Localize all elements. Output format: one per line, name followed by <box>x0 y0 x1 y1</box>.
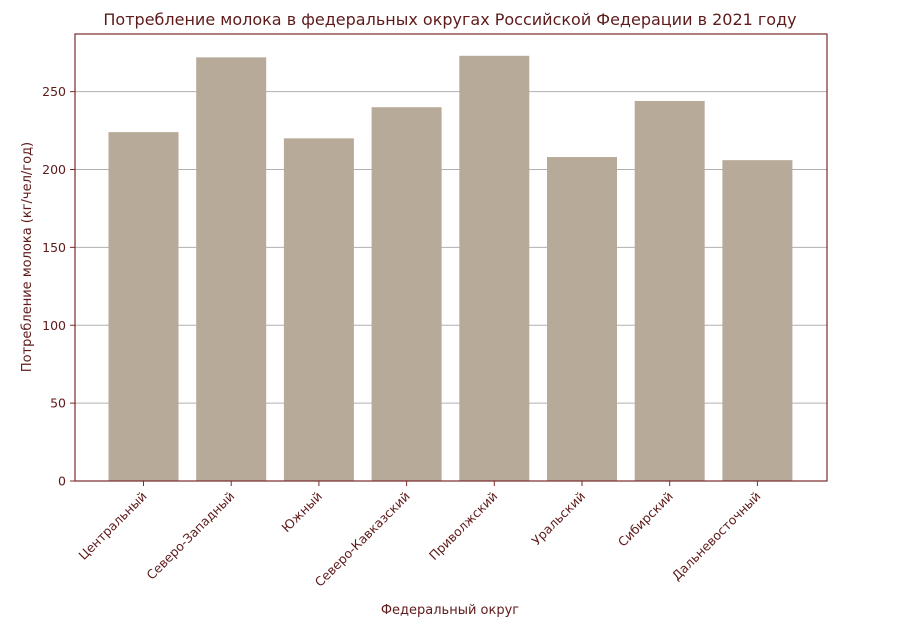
y-tick-label: 100 <box>42 318 66 333</box>
y-axis-label: Потребление молока (кг/чел/год) <box>20 142 35 372</box>
y-tick-label: 200 <box>42 162 66 177</box>
y-axis-ticks: 0 50 100 150 200 250 <box>42 84 75 489</box>
bar <box>634 100 705 482</box>
y-tick-label: 50 <box>50 396 66 411</box>
bar <box>108 132 179 481</box>
x-tick-label: Приволжский <box>426 489 501 564</box>
gridlines <box>75 91 827 404</box>
bar <box>371 107 442 481</box>
y-tick-label: 150 <box>42 240 66 255</box>
x-axis-label: Федеральный округ <box>381 603 519 618</box>
bar <box>547 157 617 481</box>
y-tick-label: 250 <box>42 84 66 99</box>
bar <box>722 160 793 481</box>
x-tick-label: Северо-Западный <box>143 489 237 583</box>
bars <box>108 55 793 482</box>
x-tick-label: Сибирский <box>615 489 676 550</box>
x-tick-label: Центральный <box>75 489 149 563</box>
plot-frame <box>74 33 828 482</box>
x-tick-label: Южный <box>278 489 325 536</box>
x-tick-label: Северо-Кавказский <box>312 489 413 590</box>
y-tick-label: 0 <box>58 474 66 489</box>
x-tick-label: Дальневосточный <box>669 489 764 584</box>
bar <box>196 57 267 482</box>
bar <box>283 138 354 481</box>
chart-title: Потребление молока в федеральных округах… <box>103 10 796 29</box>
x-tick-label: Уральский <box>529 489 589 549</box>
bar <box>459 55 530 482</box>
